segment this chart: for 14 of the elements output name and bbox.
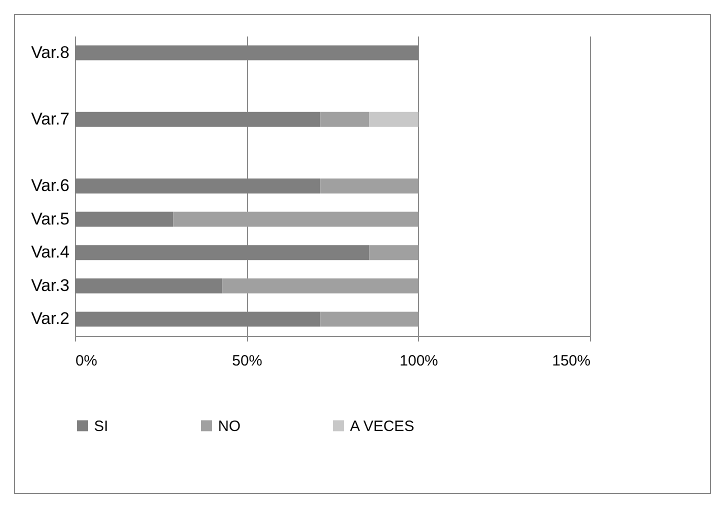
y-tick-label: Var.6	[31, 176, 70, 195]
x-tick-label: 50%	[232, 352, 262, 370]
legend-label: SI	[94, 418, 108, 435]
x-tick-label: 150%	[552, 352, 590, 370]
x-tick-label: 100%	[400, 352, 438, 370]
y-tick-label: Var.8	[31, 42, 70, 62]
legend-label: NO	[218, 418, 240, 435]
x-tick-label: 0%	[76, 352, 98, 370]
y-tick-label: Var.2	[31, 309, 70, 328]
y-tick-label: Var.4	[31, 242, 70, 262]
y-tick-label: Var.7	[31, 109, 70, 128]
y-tick-label: Var.3	[31, 276, 70, 295]
y-tick-label: Var.5	[31, 209, 70, 228]
legend-label: A VECES	[350, 418, 414, 435]
